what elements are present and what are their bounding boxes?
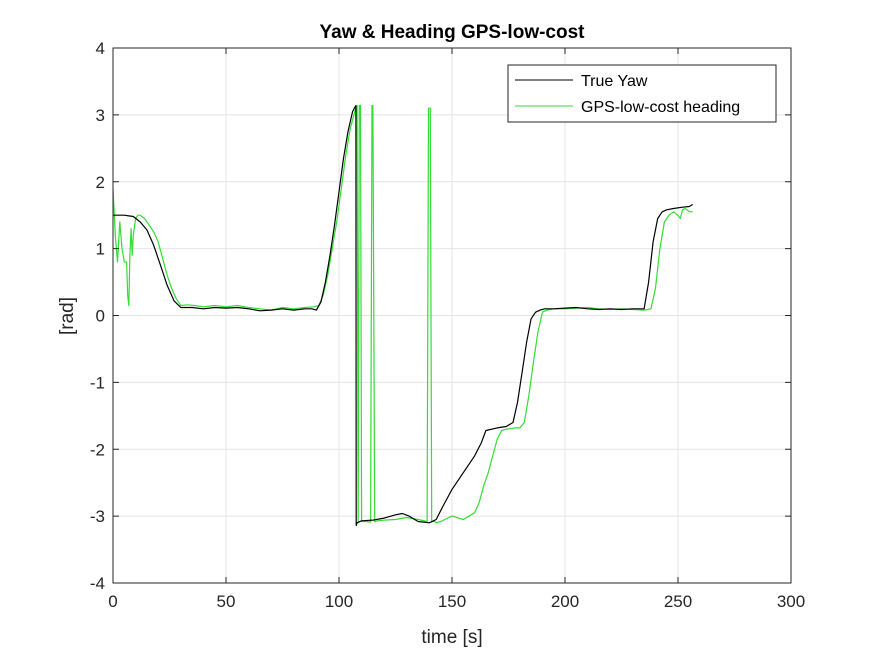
x-tick-label: 150	[438, 592, 466, 611]
x-tick-label: 250	[664, 592, 692, 611]
x-tick-label: 200	[551, 592, 579, 611]
chart-title: Yaw & Heading GPS-low-cost	[320, 22, 586, 43]
x-tick-label: 100	[325, 592, 353, 611]
x-tick-label: 50	[217, 592, 236, 611]
y-tick-label: -3	[90, 507, 105, 526]
legend-box	[507, 64, 777, 123]
y-tick-label: 0	[96, 307, 105, 326]
y-tick-label: -1	[90, 373, 105, 392]
ticks: 0 50 100 150 200 250 300 -4 -3 -2 -1 0 1 2 3 4	[90, 39, 805, 611]
legend: True Yaw GPS-low-cost heading	[507, 64, 777, 123]
y-tick-label: 1	[96, 240, 105, 259]
y-tick-label: 2	[96, 173, 105, 192]
x-tick-label: 0	[108, 592, 117, 611]
legend-label-true-yaw: True Yaw	[581, 73, 648, 90]
series-line-true-yaw	[113, 104, 694, 527]
y-tick-label: -2	[90, 440, 105, 459]
series-layer	[112, 104, 694, 527]
y-axis-label: [rad]	[57, 297, 78, 335]
series-line-gps-low-cost-heading	[112, 104, 693, 524]
x-axis-label: time [s]	[421, 627, 482, 648]
legend-label-gps-heading: GPS-low-cost heading	[581, 99, 740, 116]
y-tick-label: -4	[90, 574, 105, 593]
y-tick-label: 3	[96, 106, 105, 125]
y-tick-label: 4	[96, 39, 105, 58]
x-tick-label: 300	[777, 592, 805, 611]
